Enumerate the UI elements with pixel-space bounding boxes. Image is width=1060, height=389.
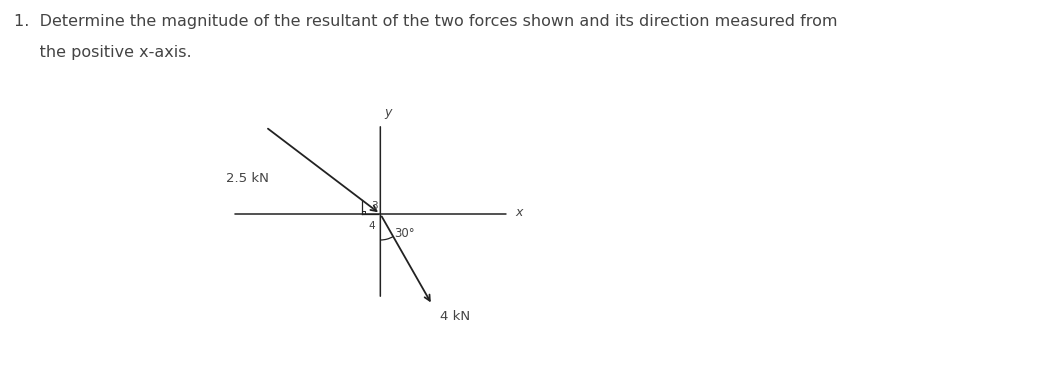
Text: 1.  Determine the magnitude of the resultant of the two forces shown and its dir: 1. Determine the magnitude of the result… [14,14,837,29]
Text: 4 kN: 4 kN [440,310,471,323]
Text: y: y [385,106,391,119]
Text: 3: 3 [371,201,378,211]
Text: the positive x-axis.: the positive x-axis. [14,45,192,60]
Text: 4: 4 [369,221,375,231]
Text: 30°: 30° [394,227,414,240]
Text: x: x [515,205,523,219]
Text: 2.5 kN: 2.5 kN [226,172,268,185]
